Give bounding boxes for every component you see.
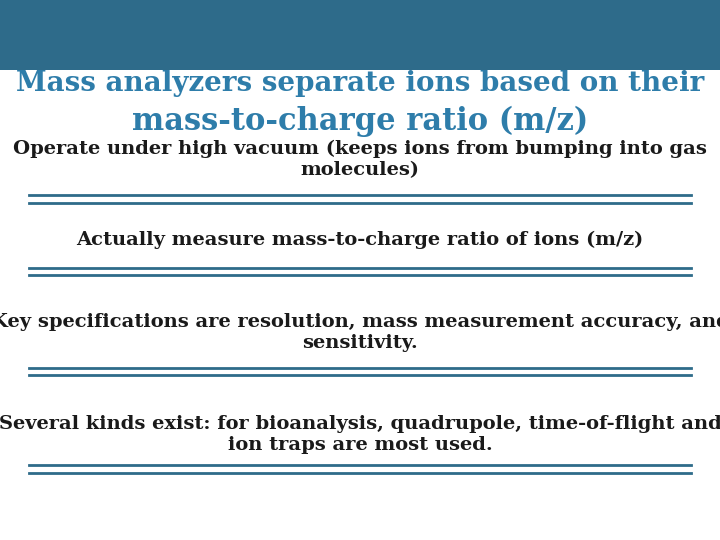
Text: Key specifications are resolution, mass measurement accuracy, and
sensitivity.: Key specifications are resolution, mass … xyxy=(0,313,720,352)
Text: Several kinds exist: for bioanalysis, quadrupole, time-of-flight and
ion traps a: Several kinds exist: for bioanalysis, qu… xyxy=(0,415,720,454)
Text: Operate under high vacuum (keeps ions from bumping into gas
molecules): Operate under high vacuum (keeps ions fr… xyxy=(13,140,707,179)
Text: Mass analyzers separate ions based on their: Mass analyzers separate ions based on th… xyxy=(16,70,704,97)
FancyBboxPatch shape xyxy=(0,0,720,70)
Text: Actually measure mass-to-charge ratio of ions (m/z): Actually measure mass-to-charge ratio of… xyxy=(76,231,644,249)
Text: mass-to-charge ratio (m/z): mass-to-charge ratio (m/z) xyxy=(132,106,588,137)
